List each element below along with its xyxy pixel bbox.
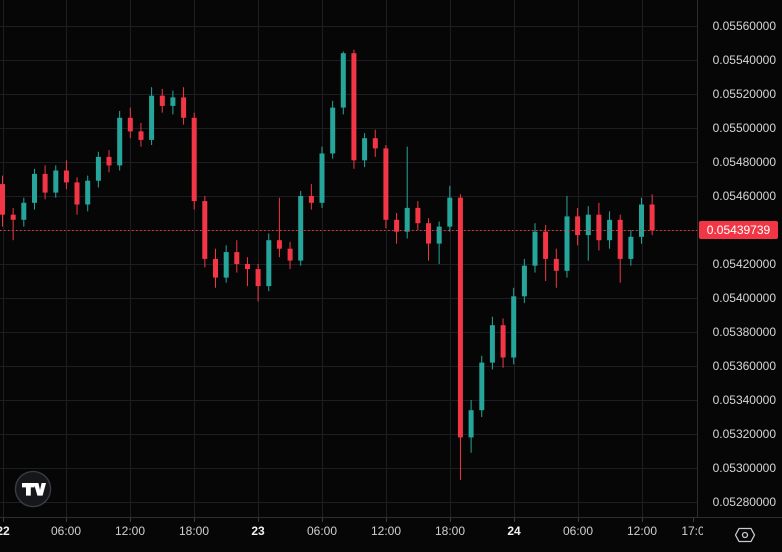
time-axis-label: 18:00 <box>434 524 466 538</box>
axis-borders <box>0 0 782 518</box>
candlestick-series <box>0 49 655 480</box>
hexagon-icon <box>734 527 756 543</box>
time-axis-day-label: 22 <box>0 524 10 538</box>
time-axis-label: 18:00 <box>178 524 210 538</box>
price-axis-label: 0.05480000 <box>712 155 776 169</box>
time-axis-day-label: 23 <box>251 524 265 538</box>
price-axis-label: 0.05300000 <box>712 461 776 475</box>
price-axis-label: 0.05340000 <box>712 393 776 407</box>
price-axis-label: 0.05520000 <box>712 87 776 101</box>
tradingview-logo-icon <box>14 470 52 508</box>
price-axis[interactable]: 0.05439739 0.05560000 0.05540000 0.0552000… <box>698 0 782 517</box>
timezone-settings-icon[interactable] <box>733 524 757 546</box>
last-price-label: 0.05439739 <box>699 221 778 239</box>
time-axis-label: 06:00 <box>562 524 594 538</box>
price-axis-label: 0.05400000 <box>712 291 776 305</box>
time-axis-label: 12:00 <box>626 524 658 538</box>
price-axis-label: 0.05280000 <box>712 495 776 509</box>
price-axis-label: 0.05420000 <box>712 257 776 271</box>
price-axis-label: 0.05540000 <box>712 53 776 67</box>
time-axis-tick-marks <box>3 518 694 522</box>
price-axis-label: 0.05500000 <box>712 121 776 135</box>
price-axis-label: 0.05560000 <box>712 19 776 33</box>
time-axis-label: 17:0 <box>681 524 703 538</box>
time-axis-label: 06:00 <box>50 524 82 538</box>
tradingview-logo[interactable] <box>14 470 52 508</box>
time-axis-label: 12:00 <box>114 524 146 538</box>
vertical-gridlines <box>3 0 643 517</box>
price-axis-label: 0.05320000 <box>712 427 776 441</box>
time-axis-label: 06:00 <box>306 524 338 538</box>
time-axis[interactable]: 22 06:00 12:00 18:00 23 06:00 12:00 18:00 24 06:0… <box>0 517 703 552</box>
price-axis-label: 0.05460000 <box>712 189 776 203</box>
horizontal-gridlines <box>0 26 697 503</box>
time-axis-day-label: 24 <box>507 524 521 538</box>
time-axis-label: 12:00 <box>370 524 402 538</box>
price-axis-label: 0.05380000 <box>712 325 776 339</box>
price-axis-label: 0.05360000 <box>712 359 776 373</box>
